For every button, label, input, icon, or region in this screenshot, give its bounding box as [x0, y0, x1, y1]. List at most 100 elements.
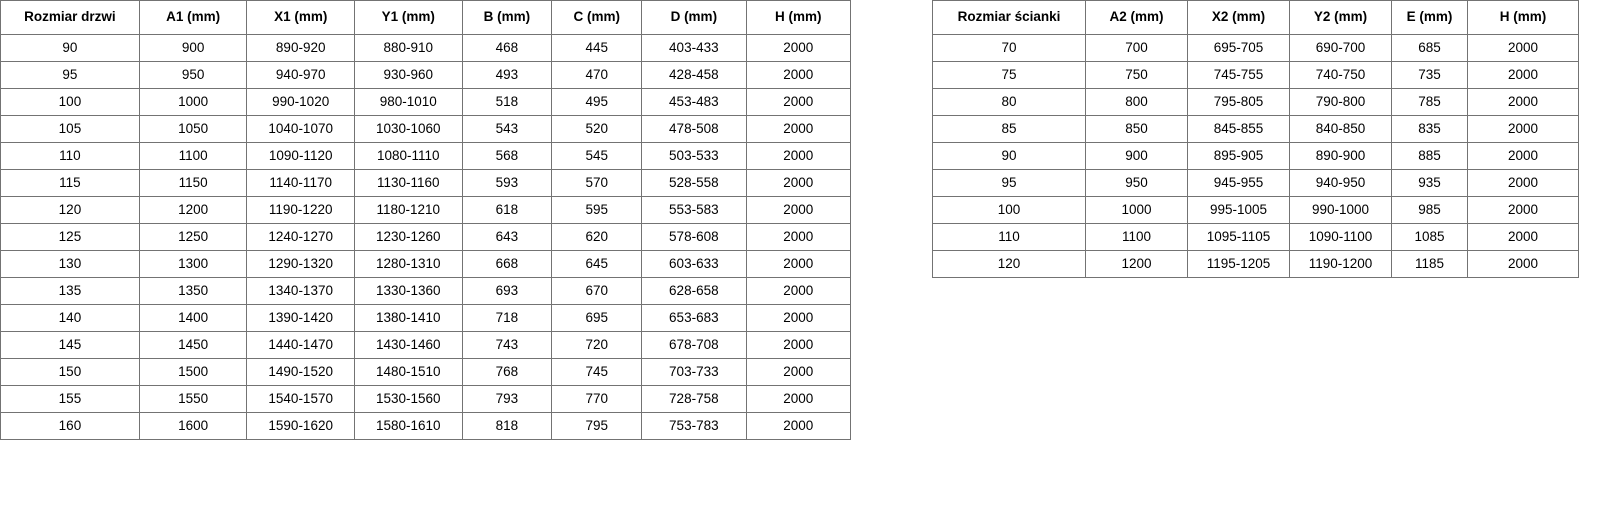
- table-cell: 1190-1220: [246, 196, 355, 224]
- table-cell: 980-1010: [353, 88, 463, 116]
- table-cell: 518: [461, 88, 553, 116]
- table-cell: 1440-1470: [246, 331, 355, 359]
- table-cell: 1400: [138, 304, 248, 332]
- table-row: 70 700 695-705 690-700 685 2000: [932, 34, 1579, 62]
- table-cell: 2000: [1467, 250, 1579, 278]
- wall-size-table-header: Rozmiar ścianki A2 (mm) X2 (mm) Y2 (mm) E (m…: [932, 0, 1579, 35]
- table-cell: 693: [461, 277, 553, 305]
- table-cell: 1500: [138, 358, 248, 386]
- table-cell: 1090-1120: [246, 142, 355, 170]
- table-cell: 735: [1391, 61, 1468, 89]
- table-cell: 750: [1085, 61, 1188, 89]
- column-header: E (mm): [1391, 0, 1468, 35]
- table-cell: 745: [551, 358, 643, 386]
- table-cell: 793: [461, 385, 553, 413]
- table-cell: 670: [551, 277, 643, 305]
- table-cell: 2000: [1467, 196, 1579, 224]
- table-cell: 1250: [138, 223, 248, 251]
- column-header: C (mm): [551, 0, 643, 35]
- table-cell: 2000: [745, 331, 852, 359]
- table-cell: 2000: [745, 304, 852, 332]
- table-cell: 1390-1420: [246, 304, 355, 332]
- table-cell: 2000: [745, 358, 852, 386]
- table-cell: 553-583: [641, 196, 747, 224]
- table-row: 125 1250 1240-1270 1230-1260 643 620 578-608 20…: [0, 223, 852, 251]
- table-cell: 453-483: [641, 88, 747, 116]
- table-cell: 930-960: [353, 61, 463, 89]
- table-cell: 503-533: [641, 142, 747, 170]
- door-size-table: Rozmiar drzwi A1 (mm) X1 (mm) Y1 (mm) B (mm)…: [0, 0, 852, 440]
- table-cell: 1100: [138, 142, 248, 170]
- table-cell: 2000: [1467, 115, 1579, 143]
- table-cell: 1095-1105: [1187, 223, 1290, 251]
- table-row: 80 800 795-805 790-800 785 2000: [932, 88, 1579, 116]
- table-cell: 85: [932, 115, 1086, 143]
- table-cell: 1350: [138, 277, 248, 305]
- table-row: 140 1400 1390-1420 1380-1410 718 695 653-683 20…: [0, 304, 852, 332]
- table-cell: 1540-1570: [246, 385, 355, 413]
- table-cell: 740-750: [1289, 61, 1392, 89]
- table-row: 75 750 745-755 740-750 735 2000: [932, 61, 1579, 89]
- table-cell: 2000: [1467, 88, 1579, 116]
- table-cell: 2000: [745, 115, 852, 143]
- table-cell: 2000: [745, 223, 852, 251]
- table-cell: 1185: [1391, 250, 1468, 278]
- table-cell: 2000: [745, 385, 852, 413]
- table-cell: 785: [1391, 88, 1468, 116]
- table-cell: 728-758: [641, 385, 747, 413]
- column-header: Y1 (mm): [353, 0, 463, 35]
- table-cell: 620: [551, 223, 643, 251]
- table-row: 150 1500 1490-1520 1480-1510 768 745 703-733 20…: [0, 358, 852, 386]
- table-cell: 1380-1410: [353, 304, 463, 332]
- table-cell: 160: [0, 412, 140, 440]
- table-cell: 1480-1510: [353, 358, 463, 386]
- table-cell: 945-955: [1187, 169, 1290, 197]
- table-row: 130 1300 1290-1320 1280-1310 668 645 603-633 20…: [0, 250, 852, 278]
- table-cell: 2000: [1467, 34, 1579, 62]
- column-header: X2 (mm): [1187, 0, 1290, 35]
- table-header-row: Rozmiar ścianki A2 (mm) X2 (mm) Y2 (mm) E (m…: [932, 0, 1579, 35]
- table-cell: 2000: [745, 412, 852, 440]
- table-row: 105 1050 1040-1070 1030-1060 543 520 478-508 20…: [0, 115, 852, 143]
- table-row: 100 1000 995-1005 990-1000 985 2000: [932, 196, 1579, 224]
- table-cell: 1600: [138, 412, 248, 440]
- table-cell: 528-558: [641, 169, 747, 197]
- table-cell: 895-905: [1187, 142, 1290, 170]
- table-cell: 125: [0, 223, 140, 251]
- table-cell: 1050: [138, 115, 248, 143]
- table-row: 90 900 895-905 890-900 885 2000: [932, 142, 1579, 170]
- table-cell: 850: [1085, 115, 1188, 143]
- table-cell: 478-508: [641, 115, 747, 143]
- table-cell: 880-910: [353, 34, 463, 62]
- table-cell: 890-920: [246, 34, 355, 62]
- table-cell: 1230-1260: [353, 223, 463, 251]
- table-cell: 545: [551, 142, 643, 170]
- table-cell: 570: [551, 169, 643, 197]
- table-cell: 115: [0, 169, 140, 197]
- table-cell: 753-783: [641, 412, 747, 440]
- table-cell: 1080-1110: [353, 142, 463, 170]
- table-cell: 1290-1320: [246, 250, 355, 278]
- table-cell: 1030-1060: [353, 115, 463, 143]
- table-cell: 790-800: [1289, 88, 1392, 116]
- table-cell: 495: [551, 88, 643, 116]
- table-cell: 1280-1310: [353, 250, 463, 278]
- table-cell: 145: [0, 331, 140, 359]
- table-cell: 703-733: [641, 358, 747, 386]
- table-row: 110 1100 1095-1105 1090-1100 1085 2000: [932, 223, 1579, 251]
- table-cell: 468: [461, 34, 553, 62]
- table-cell: 95: [0, 61, 140, 89]
- table-cell: 90: [0, 34, 140, 62]
- table-cell: 110: [0, 142, 140, 170]
- table-cell: 985: [1391, 196, 1468, 224]
- table-header-row: Rozmiar drzwi A1 (mm) X1 (mm) Y1 (mm) B (mm)…: [0, 0, 852, 35]
- table-cell: 745-755: [1187, 61, 1290, 89]
- column-header: H (mm): [1467, 0, 1579, 35]
- table-cell: 120: [0, 196, 140, 224]
- table-cell: 935: [1391, 169, 1468, 197]
- table-row: 95 950 940-970 930-960 493 470 428-458 2000: [0, 61, 852, 89]
- column-header: A1 (mm): [138, 0, 248, 35]
- table-cell: 90: [932, 142, 1086, 170]
- table-row: 90 900 890-920 880-910 468 445 403-433 2000: [0, 34, 852, 62]
- table-cell: 685: [1391, 34, 1468, 62]
